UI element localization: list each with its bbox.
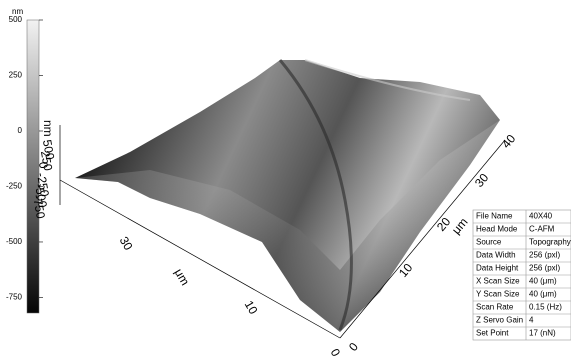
z-tick: -500 [32,183,50,209]
colorbar-tick-label: 500 [9,15,23,24]
z-tick: 0 [36,161,51,170]
x-tick: 30 [117,234,136,253]
y-tick: 20 [434,214,454,233]
x-unit: μm [172,266,193,288]
x-tick: 0 [328,346,344,358]
table-key: Head Mode [476,225,518,234]
surface-shade [75,120,500,332]
table-key: Data Width [476,251,516,260]
table-value: 256 (pxl) [529,264,560,273]
colorbar-tick-label: -250 [6,182,23,191]
table-key: X Scan Size [476,277,520,286]
info-table: File Name 40X40 Head Mode C-AFM Source Topogr… [472,209,571,341]
colorbar-ticks: 500 250 0 -250 -500 -750 [6,15,43,302]
colorbar [26,19,40,314]
y-tick: 30 [472,170,492,189]
table-value: 40 (μm) [529,277,557,286]
y-tick: 0 [346,340,361,354]
table-value: C-AFM [529,225,555,234]
table-key: Z Servo Gain [476,316,523,325]
ridge [278,59,353,331]
y-unit: μm [449,215,471,237]
colorbar-tick-label: -750 [6,293,23,302]
table-value: Topography [529,238,571,247]
x-axis [59,179,341,339]
ridge [304,59,471,101]
table-value: 4 [529,316,534,325]
table-value: 40 (μm) [529,290,557,299]
table-key: Source [476,238,502,247]
table-key: Set Point [476,329,509,338]
colorbar-tick-label: -500 [6,237,23,246]
colorbar-tick-label: 0 [18,126,23,135]
z-unit: nm [41,120,55,137]
colorbar-unit: nm [12,7,23,16]
z-tick: -250 [34,172,52,198]
y-axis [339,139,506,339]
z-tick: -750 [30,194,48,220]
table-value: 40X40 [529,212,553,221]
table-value: 17 (nN) [529,329,556,338]
z-tick: 500 [40,139,57,161]
table-value: 256 (pxl) [529,251,560,260]
table-key: Data Height [476,264,519,273]
colorbar-tick-label: 250 [9,71,23,80]
table-key: File Name [476,212,513,221]
x-tick: 10 [242,298,261,317]
table-key: Scan Rate [476,303,514,312]
z-tick: 250 [38,150,55,172]
table-key: Y Scan Size [476,290,520,299]
table-value: 0.15 (Hz) [529,303,562,312]
y-tick: 40 [499,131,519,150]
